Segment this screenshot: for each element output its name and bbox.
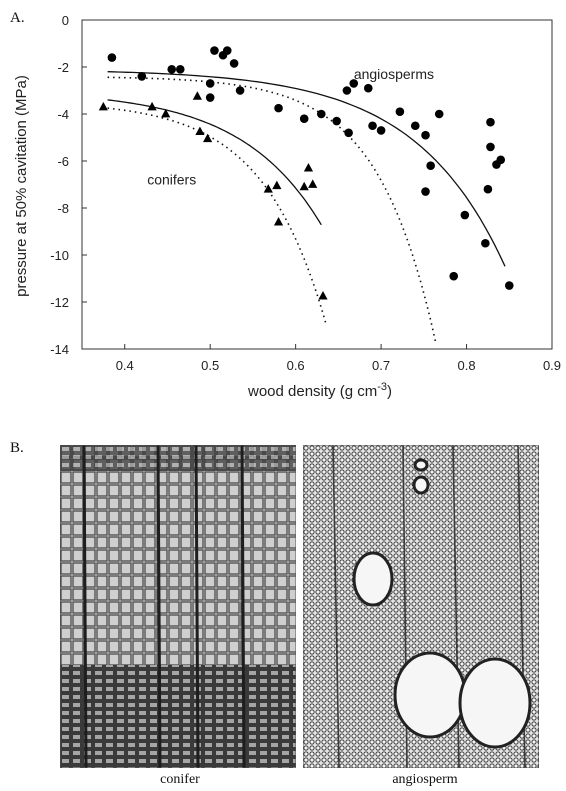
conifer-point [299, 181, 309, 191]
angiosperm-point [486, 142, 495, 152]
angiosperm-point [205, 93, 215, 102]
y-tick-label: -10 [50, 248, 69, 263]
x-tick-label: 0.9 [543, 358, 561, 373]
angiosperm-point [107, 53, 117, 62]
conifer-fit-solid [107, 99, 322, 226]
x-tick-label: 0.5 [201, 358, 219, 373]
conifer-point [147, 101, 157, 111]
y-tick-label: -2 [57, 60, 69, 75]
y-tick-label: 0 [62, 13, 69, 28]
y-tick-label: -4 [57, 107, 69, 122]
angiosperm-fit-solid [107, 71, 506, 267]
angiosperm-point [426, 161, 435, 170]
conifer-point [192, 91, 202, 100]
x-tick-label: 0.6 [287, 358, 305, 373]
angiosperm-point [210, 46, 219, 55]
angiosperm-point [274, 103, 283, 113]
conifer-point [303, 162, 314, 172]
x-tick-label: 0.7 [372, 358, 390, 373]
conifer-point [273, 217, 284, 226]
angiosperm-point [205, 79, 215, 88]
angiosperm-point [481, 238, 490, 248]
angiosperm-point [222, 46, 232, 55]
angiosperm-point [344, 128, 353, 138]
conifer-caption: conifer [160, 772, 200, 787]
conifer-micrograph [60, 445, 296, 768]
y-tick-label: -6 [57, 154, 69, 169]
conifer-point [98, 101, 108, 111]
angiosperm-point [363, 83, 373, 93]
conifer-point [318, 291, 328, 300]
angiosperm-point [496, 155, 506, 165]
angiosperms-annotation: angiosperms [354, 66, 434, 82]
angiosperm-point [137, 72, 147, 81]
panel-b-label: B. [10, 440, 24, 456]
y-tick-label: -14 [50, 342, 69, 357]
angiosperm-point [395, 107, 405, 116]
angiosperm-point [342, 86, 352, 95]
x-axis-label-text: wood density (g cm [247, 383, 377, 400]
panel-a-label: A. [10, 10, 25, 26]
angiosperm-point [175, 65, 185, 74]
x-axis-label-superscript: -3 [377, 381, 387, 393]
y-axis-label: pressure at 50% cavitation (MPa) [13, 75, 30, 297]
conifer-point [161, 108, 171, 118]
x-tick-label: 0.8 [458, 358, 476, 373]
angiosperm-point [376, 126, 386, 135]
angiosperm-point [299, 114, 309, 123]
x-tick-label: 0.4 [116, 358, 134, 373]
angiosperm-caption: angiosperm [392, 772, 458, 787]
angiosperm-point [368, 121, 377, 131]
angiosperm-micrograph [303, 445, 539, 768]
angiosperm-point [421, 187, 430, 196]
angiosperm-point [410, 121, 420, 131]
conifer-fit-dotted [107, 107, 327, 323]
conifer-point [263, 184, 273, 193]
x-axis-label: wood density (g cm-3) [247, 381, 392, 400]
angiosperm-point [486, 117, 495, 127]
angiosperm-point [167, 65, 177, 74]
angiosperm-point [421, 130, 430, 140]
conifer-point [308, 179, 318, 188]
angiosperm-point [229, 59, 239, 68]
angiosperm-point [316, 109, 326, 119]
angiosperm-point [449, 271, 459, 281]
y-tick-label: -12 [50, 295, 69, 310]
plot-area: 0.4 0.5 0.6 0.7 0.8 0.9 0 -2 -4 -6 -8 -10 -12 -14 angi… [50, 13, 561, 373]
x-axis-label-close: ) [387, 383, 392, 400]
angiosperm-point [434, 109, 444, 119]
plot-frame [81, 19, 553, 350]
angiosperm-point [349, 79, 359, 88]
y-tick-label: -8 [57, 201, 69, 216]
conifer-point [195, 126, 205, 136]
scatter-chart: 0.4 0.5 0.6 0.7 0.8 0.9 0 -2 -4 -6 -8 -10 -12 -14 angi… [13, 13, 561, 400]
conifers-annotation: conifers [147, 172, 196, 188]
angiosperm-point [460, 210, 470, 220]
angiosperm-point [235, 86, 245, 95]
angiosperm-fit-dotted [107, 76, 437, 343]
conifer-point [272, 180, 282, 190]
angiosperm-point [483, 184, 493, 194]
angiosperm-point [332, 116, 341, 126]
angiosperm-point [504, 281, 514, 290]
conifer-point [203, 133, 213, 143]
